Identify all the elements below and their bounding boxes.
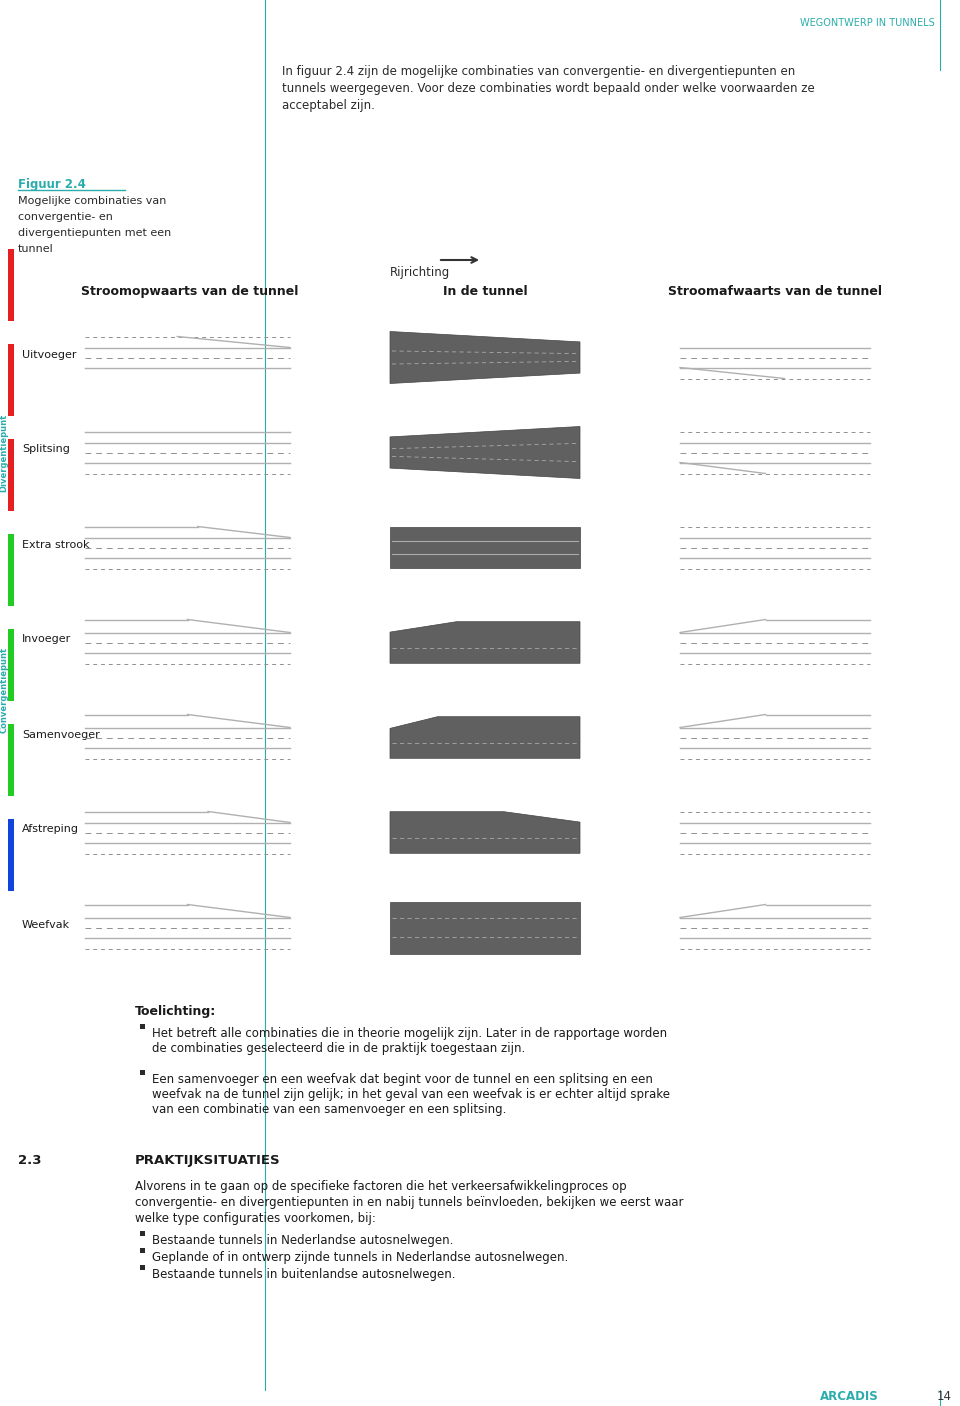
Text: tunnel: tunnel [18, 245, 54, 254]
Text: Samenvoeger: Samenvoeger [22, 730, 100, 740]
Bar [390, 527, 580, 568]
Polygon shape [390, 426, 580, 478]
Polygon shape [390, 717, 580, 758]
Text: Toelichting:: Toelichting: [135, 1005, 216, 1018]
Polygon shape [390, 621, 580, 664]
Text: Splitsing: Splitsing [22, 444, 70, 454]
Bar [8, 820, 14, 891]
Text: Weefvak: Weefvak [22, 920, 70, 929]
Text: welke type configuraties voorkomen, bij:: welke type configuraties voorkomen, bij: [135, 1212, 376, 1225]
Bar [140, 1070, 145, 1076]
Text: convergentie- en: convergentie- en [18, 212, 113, 222]
Polygon shape [390, 901, 580, 953]
Bar [8, 724, 14, 796]
Bar [140, 1232, 145, 1236]
Text: In figuur 2.4 zijn de mogelijke combinaties van convergentie- en divergentiepunt: In figuur 2.4 zijn de mogelijke combinat… [282, 65, 795, 77]
Text: de combinaties geselecteerd die in de praktijk toegestaan zijn.: de combinaties geselecteerd die in de pr… [152, 1042, 525, 1054]
Text: 2.3: 2.3 [18, 1154, 41, 1167]
Text: van een combinatie van een samenvoeger en een splitsing.: van een combinatie van een samenvoeger e… [152, 1102, 506, 1116]
Bar [8, 344, 14, 416]
Bar [140, 1249, 145, 1253]
Text: Invoeger: Invoeger [22, 634, 71, 644]
Text: Figuur 2.4: Figuur 2.4 [18, 179, 85, 191]
Text: Geplande of in ontwerp zijnde tunnels in Nederlandse autosnelwegen.: Geplande of in ontwerp zijnde tunnels in… [152, 1251, 568, 1264]
Text: PRAKTIJKSITUATIES: PRAKTIJKSITUATIES [135, 1154, 280, 1167]
Bar [8, 439, 14, 512]
Text: Uitvoeger: Uitvoeger [22, 350, 77, 360]
Text: Convergentiepunt: Convergentiepunt [0, 647, 9, 733]
Bar [8, 630, 14, 702]
Bar [140, 1265, 145, 1270]
Bar [8, 534, 14, 606]
Text: weefvak na de tunnel zijn gelijk; in het geval van een weefvak is er echter alti: weefvak na de tunnel zijn gelijk; in het… [152, 1088, 670, 1101]
Text: Extra strook: Extra strook [22, 540, 89, 550]
Bar [140, 1024, 145, 1029]
Text: WEGONTWERP IN TUNNELS: WEGONTWERP IN TUNNELS [801, 18, 935, 28]
Text: ARCADIS: ARCADIS [820, 1391, 878, 1403]
Text: In de tunnel: In de tunnel [443, 285, 527, 298]
Text: Alvorens in te gaan op de specifieke factoren die het verkeersafwikkelingproces : Alvorens in te gaan op de specifieke fac… [135, 1180, 627, 1194]
Text: Mogelijke combinaties van: Mogelijke combinaties van [18, 195, 166, 207]
Polygon shape [390, 332, 580, 384]
Text: Stroomafwaarts van de tunnel: Stroomafwaarts van de tunnel [668, 285, 882, 298]
Text: Stroomopwaarts van de tunnel: Stroomopwaarts van de tunnel [82, 285, 299, 298]
Text: acceptabel zijn.: acceptabel zijn. [282, 98, 374, 112]
Text: 14: 14 [937, 1391, 952, 1403]
Text: convergentie- en divergentiepunten in en nabij tunnels beïnvloeden, bekijken we : convergentie- en divergentiepunten in en… [135, 1197, 684, 1209]
Text: Afstreping: Afstreping [22, 824, 79, 835]
Text: Rijrichting: Rijrichting [390, 266, 450, 278]
Bar [8, 249, 14, 322]
Text: Bestaande tunnels in Nederlandse autosnelwegen.: Bestaande tunnels in Nederlandse autosne… [152, 1234, 453, 1247]
Text: Bestaande tunnels in buitenlandse autosnelwegen.: Bestaande tunnels in buitenlandse autosn… [152, 1268, 455, 1281]
Text: divergentiepunten met een: divergentiepunten met een [18, 228, 171, 238]
Text: tunnels weergegeven. Voor deze combinaties wordt bepaald onder welke voorwaarden: tunnels weergegeven. Voor deze combinati… [282, 82, 815, 96]
Polygon shape [390, 811, 580, 853]
Text: Het betreft alle combinaties die in theorie mogelijk zijn. Later in de rapportag: Het betreft alle combinaties die in theo… [152, 1026, 667, 1040]
Text: Divergentiepunt: Divergentiepunt [0, 413, 9, 492]
Text: Een samenvoeger en een weefvak dat begint voor de tunnel en een splitsing en een: Een samenvoeger en een weefvak dat begin… [152, 1073, 653, 1085]
